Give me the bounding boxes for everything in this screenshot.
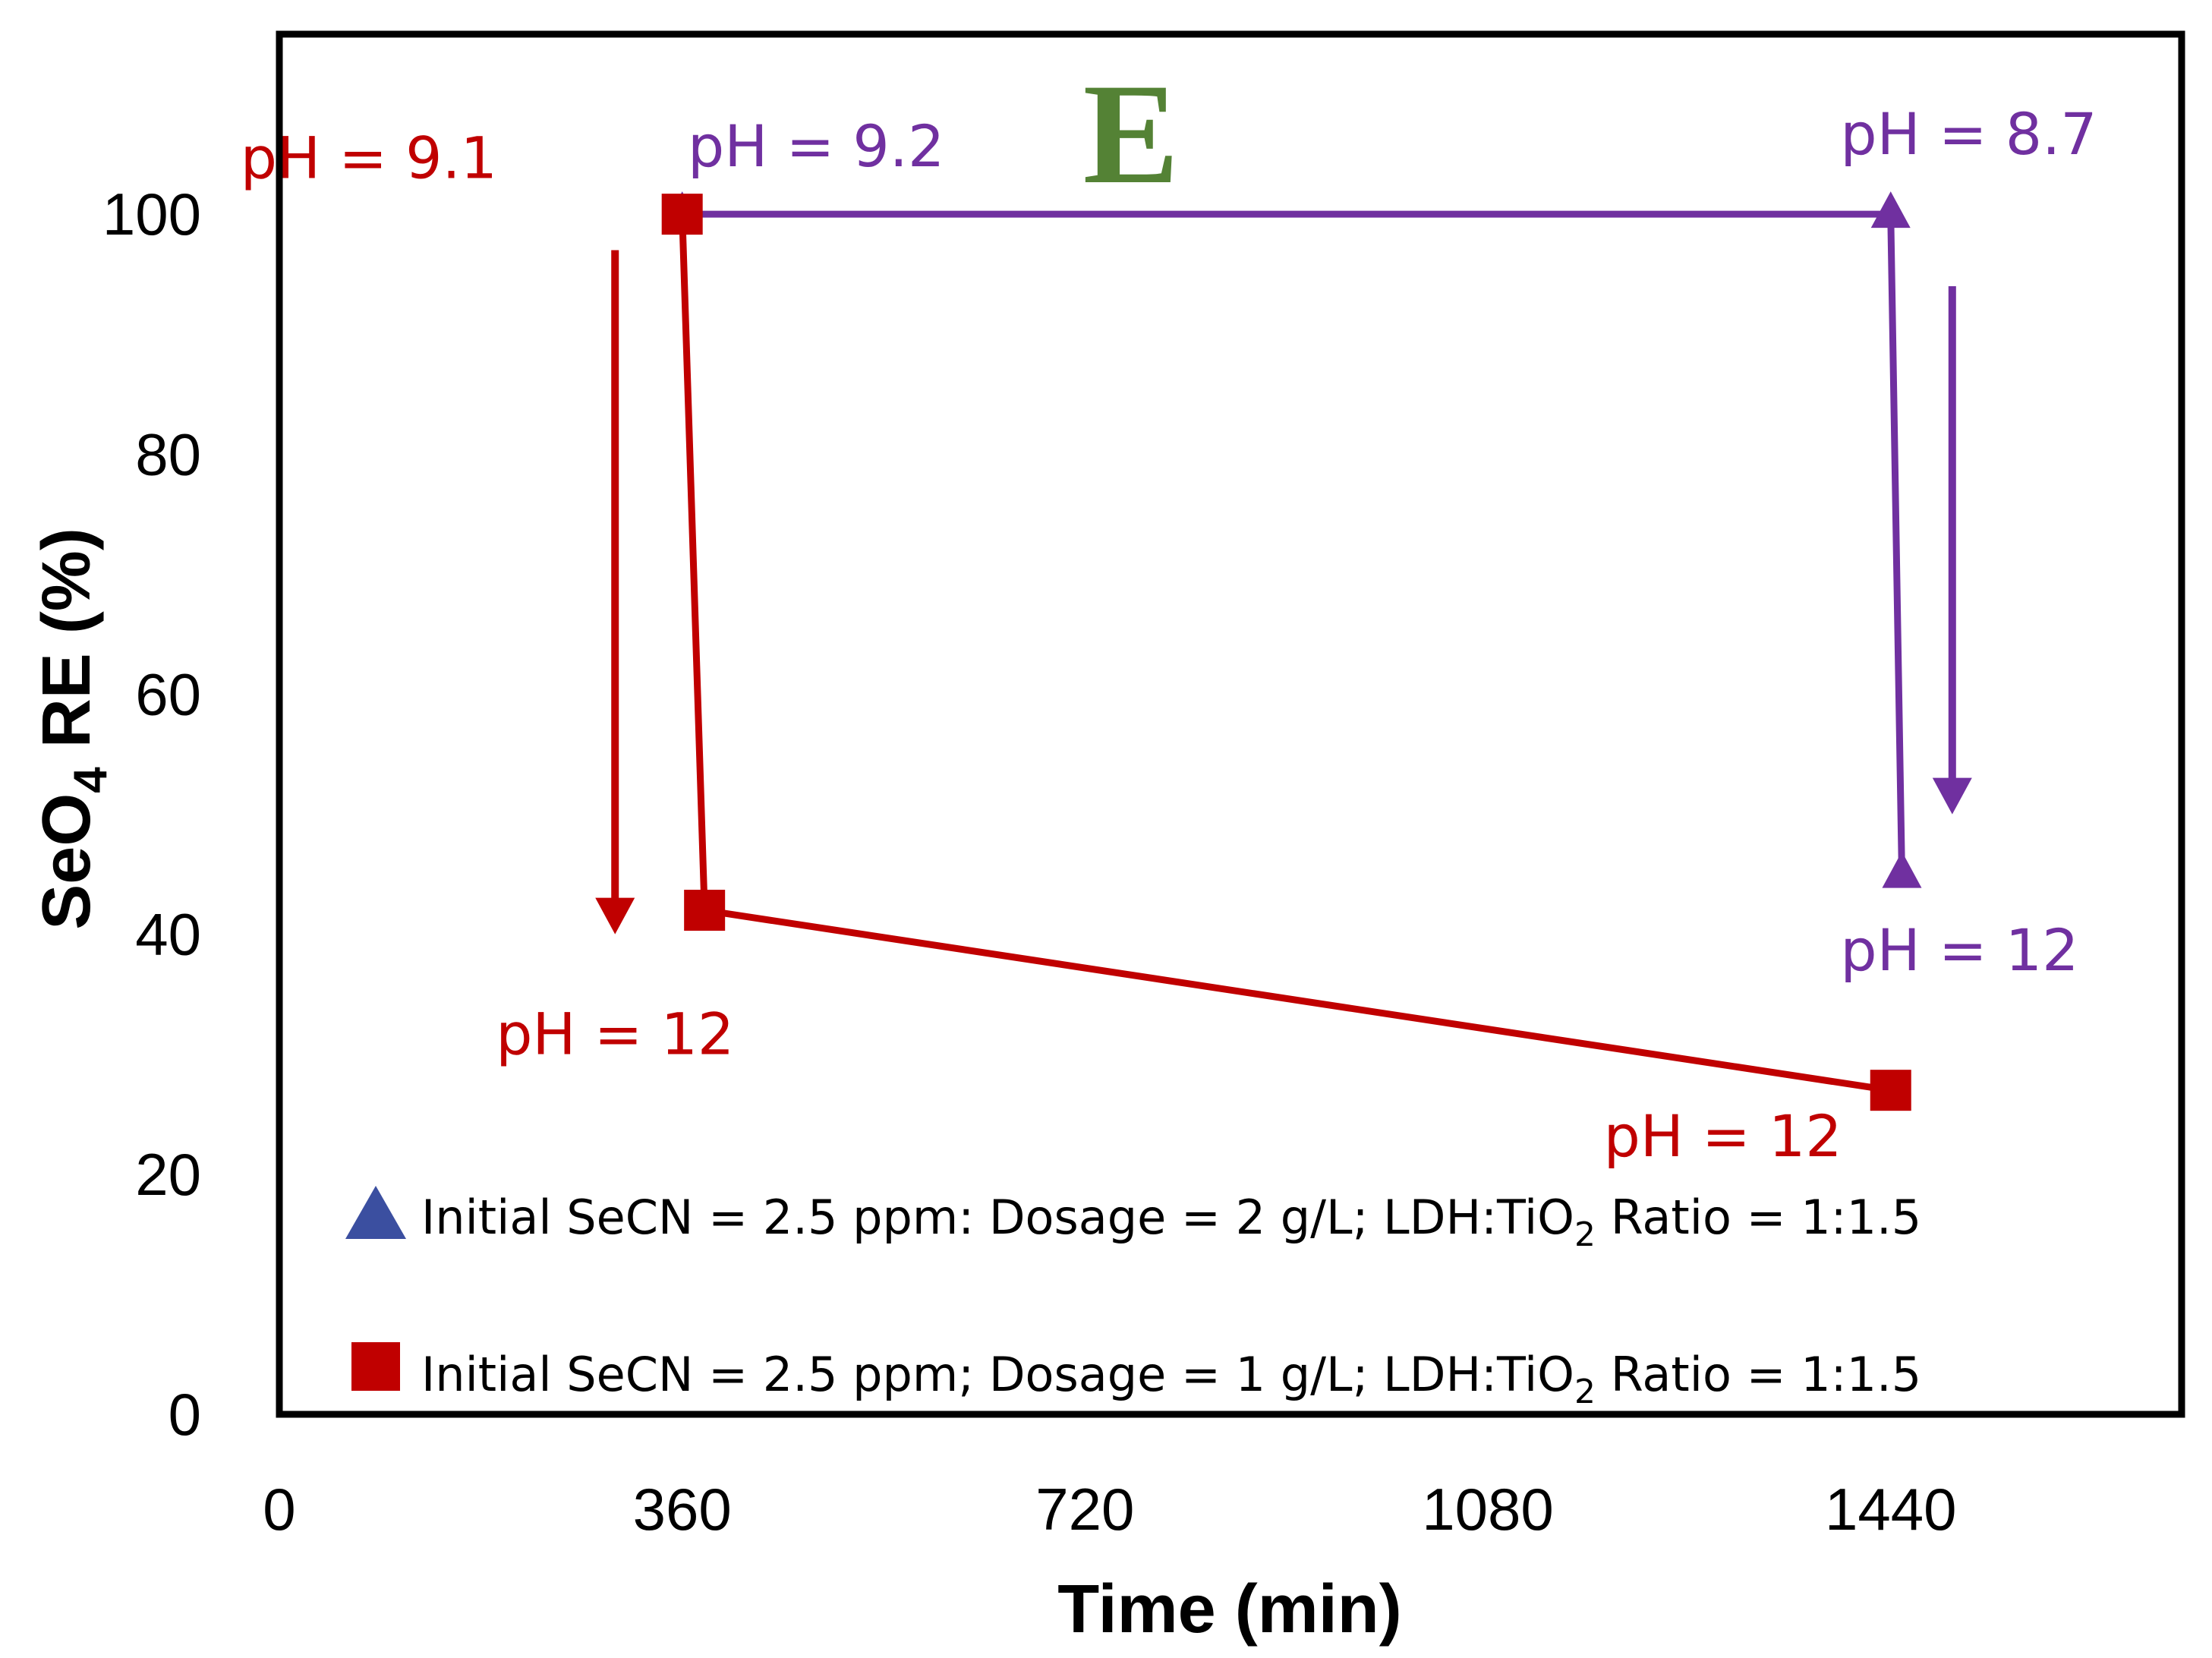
annotation-arrow-head [1932, 777, 1972, 815]
y-axis-title: SeO4 RE (%) [29, 528, 117, 930]
x-tick-label: 1440 [1825, 1476, 1957, 1543]
y-tick-label: 80 [135, 421, 201, 487]
y-tick-label: 0 [169, 1381, 201, 1448]
y-tick-label: 100 [102, 181, 201, 247]
ph-annotation: pH = 12 [1604, 1102, 1842, 1170]
x-axis-title: Time (min) [1057, 1571, 1401, 1647]
data-point-square [661, 194, 703, 235]
legend-marker-triangle [345, 1186, 406, 1239]
ph-annotation: pH = 9.2 [688, 112, 944, 180]
ph-annotation: pH = 12 [1840, 916, 2078, 984]
y-tick-label: 40 [135, 901, 201, 968]
ph-annotation: pH = 9.1 [241, 125, 497, 192]
plot-frame [276, 30, 2185, 1418]
legend-label-square: Initial SeCN = 2.5 ppm; Dosage = 1 g/L; … [421, 1347, 1921, 1411]
series-layer [661, 191, 1922, 1111]
x-tick-label: 0 [263, 1476, 295, 1543]
data-point-square [684, 890, 726, 931]
x-tick-labels: 0 360 720 1080 1440 [263, 1476, 1956, 1543]
series-line-square [679, 213, 1892, 1094]
series-line-triangle [682, 210, 1905, 875]
data-point-square [1870, 1070, 1911, 1111]
x-tick-label: 360 [633, 1476, 732, 1543]
arrow-layer [595, 250, 1972, 935]
panel-label: E [1083, 55, 1180, 214]
annotation-layer: pH = 9.1 pH = 9.2 pH = 8.7 pH = 12 pH = 12 pH… [241, 100, 2097, 1170]
data-point-triangle [1882, 851, 1922, 888]
ph-annotation: pH = 8.7 [1840, 100, 2097, 168]
legend: Initial SeCN = 2.5 ppm: Dosage = 2 g/L; … [345, 1186, 1921, 1411]
ph-annotation: pH = 12 [496, 1001, 734, 1068]
legend-marker-square [351, 1342, 400, 1391]
annotation-arrow-head [595, 897, 635, 935]
y-tick-label: 20 [135, 1141, 201, 1208]
x-tick-label: 720 [1035, 1476, 1134, 1543]
y-tick-label: 60 [135, 660, 201, 727]
y-tick-labels: 0 20 40 60 80 100 [102, 181, 201, 1448]
data-point-triangle [1870, 191, 1911, 229]
x-tick-label: 1080 [1422, 1476, 1554, 1543]
legend-label-triangle: Initial SeCN = 2.5 ppm: Dosage = 2 g/L; … [421, 1190, 1921, 1254]
